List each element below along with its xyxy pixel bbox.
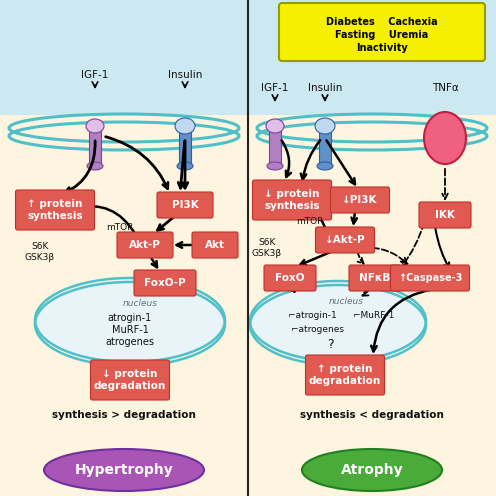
Text: Akt: Akt: [205, 240, 225, 250]
Text: IGF-1: IGF-1: [81, 70, 109, 80]
Bar: [179, 128, 191, 166]
FancyBboxPatch shape: [264, 265, 316, 291]
Text: ↑ protein
degradation: ↑ protein degradation: [309, 364, 381, 386]
FancyBboxPatch shape: [390, 265, 470, 291]
Text: IGF-1: IGF-1: [261, 83, 289, 93]
FancyBboxPatch shape: [349, 265, 401, 291]
Text: PI3K: PI3K: [172, 200, 198, 210]
Text: S6K
GSK3β: S6K GSK3β: [252, 238, 282, 258]
Text: ↓Akt-P: ↓Akt-P: [325, 235, 366, 245]
FancyBboxPatch shape: [157, 192, 213, 218]
Ellipse shape: [175, 118, 195, 134]
Bar: [0, 0, 496, 115]
Text: nucleus: nucleus: [123, 300, 158, 309]
Ellipse shape: [257, 118, 487, 146]
Text: S6K
GSK3β: S6K GSK3β: [25, 243, 55, 262]
FancyBboxPatch shape: [134, 270, 196, 296]
Bar: [269, 128, 281, 166]
Text: ⌐MuRF-1: ⌐MuRF-1: [353, 310, 395, 319]
Text: Akt-P: Akt-P: [129, 240, 161, 250]
Text: MuRF-1: MuRF-1: [112, 325, 148, 335]
FancyBboxPatch shape: [252, 180, 331, 220]
Text: synthesis < degradation: synthesis < degradation: [300, 410, 444, 420]
Text: Atrophy: Atrophy: [341, 463, 403, 477]
Ellipse shape: [424, 112, 466, 164]
Ellipse shape: [44, 449, 204, 491]
Ellipse shape: [250, 283, 426, 363]
FancyBboxPatch shape: [15, 190, 95, 230]
FancyBboxPatch shape: [306, 355, 384, 395]
Text: mTOR: mTOR: [296, 218, 324, 227]
Ellipse shape: [315, 118, 335, 134]
Text: ↑ protein
synthesis: ↑ protein synthesis: [27, 199, 83, 221]
Text: synthesis > degradation: synthesis > degradation: [52, 410, 196, 420]
Text: ↑Caspase-3: ↑Caspase-3: [398, 273, 462, 283]
Bar: [0, 115, 496, 496]
Text: atrogenes: atrogenes: [106, 337, 154, 347]
FancyBboxPatch shape: [90, 360, 170, 400]
Ellipse shape: [302, 449, 442, 491]
Text: ↓ protein
degradation: ↓ protein degradation: [94, 369, 166, 391]
Text: atrogin-1: atrogin-1: [108, 313, 152, 323]
Ellipse shape: [267, 162, 283, 170]
Ellipse shape: [87, 162, 103, 170]
Text: IKK: IKK: [435, 210, 455, 220]
Ellipse shape: [317, 162, 333, 170]
FancyBboxPatch shape: [117, 232, 173, 258]
Text: FoxO: FoxO: [275, 273, 305, 283]
Text: FoxO-P: FoxO-P: [144, 278, 186, 288]
FancyBboxPatch shape: [279, 3, 485, 61]
Text: ⌐atrogenes: ⌐atrogenes: [292, 324, 345, 333]
Text: Insulin: Insulin: [308, 83, 342, 93]
Ellipse shape: [9, 118, 239, 146]
Ellipse shape: [177, 162, 193, 170]
FancyBboxPatch shape: [315, 227, 374, 253]
Text: Diabetes    Cachexia: Diabetes Cachexia: [326, 17, 438, 27]
FancyBboxPatch shape: [419, 202, 471, 228]
Ellipse shape: [86, 119, 104, 133]
Text: ↓PI3K: ↓PI3K: [342, 195, 378, 205]
Ellipse shape: [266, 119, 284, 133]
Text: Inactivity: Inactivity: [356, 43, 408, 53]
Ellipse shape: [35, 280, 225, 364]
Text: Insulin: Insulin: [168, 70, 202, 80]
Text: ↓ protein
synthesis: ↓ protein synthesis: [264, 189, 320, 211]
Text: nucleus: nucleus: [328, 297, 364, 306]
FancyBboxPatch shape: [330, 187, 389, 213]
Text: mTOR: mTOR: [106, 224, 134, 233]
Text: NFκB: NFκB: [359, 273, 391, 283]
Bar: [319, 128, 331, 166]
Text: ?: ?: [327, 338, 333, 352]
Bar: [89, 128, 101, 166]
Text: TNFα: TNFα: [432, 83, 458, 93]
FancyBboxPatch shape: [192, 232, 238, 258]
Text: Fasting    Uremia: Fasting Uremia: [335, 30, 429, 40]
Text: ⌐atrogin-1: ⌐atrogin-1: [288, 310, 336, 319]
Text: Hypertrophy: Hypertrophy: [74, 463, 174, 477]
